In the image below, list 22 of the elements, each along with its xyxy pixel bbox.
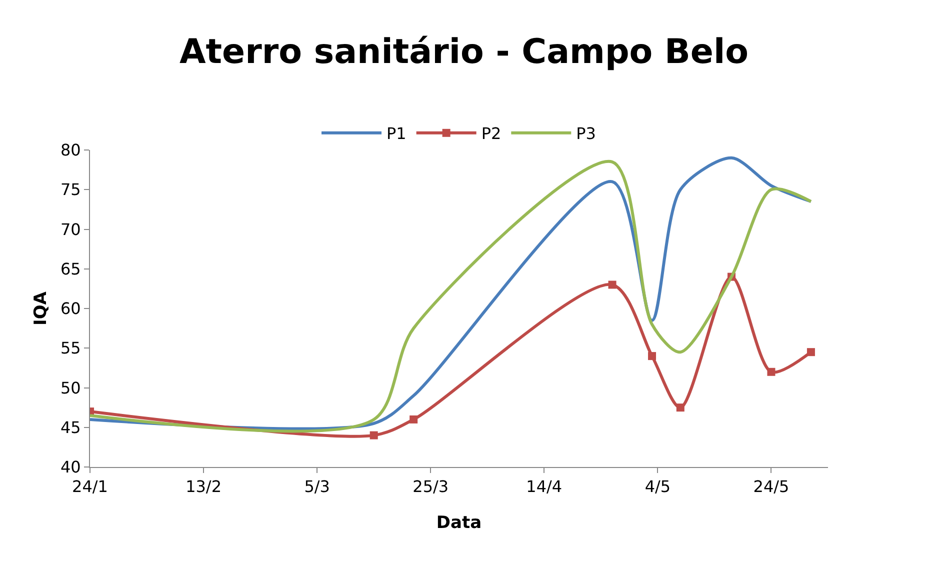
chart-title: Aterro sanitário - Campo Belo [179,32,749,72]
y-tick-label: 55 [60,338,81,358]
legend-label: P3 [576,124,596,144]
legend-label: P1 [386,124,406,144]
y-tick-label: 50 [60,378,81,398]
x-tick-label: 13/2 [186,477,222,496]
y-tick-label: 60 [60,299,81,318]
y-tick-label: 40 [60,458,81,477]
x-tick-label: 24/5 [753,477,790,496]
x-tick-label: 4/5 [644,477,671,496]
y-axis-title: IQA [31,290,51,326]
legend-label: P2 [481,124,502,144]
x-tick-label: 5/3 [304,477,330,496]
x-tick-label: 14/4 [526,477,562,496]
y-tick-label: 70 [60,220,81,239]
y-tick-label: 75 [60,180,81,200]
y-tick-label: 45 [60,418,81,437]
x-axis-title: Data [436,513,482,533]
x-tick-label: 24/1 [72,477,108,496]
y-tick-label: 80 [60,140,81,160]
x-tick-label: 25/3 [412,477,449,496]
y-tick-label: 65 [60,259,81,278]
